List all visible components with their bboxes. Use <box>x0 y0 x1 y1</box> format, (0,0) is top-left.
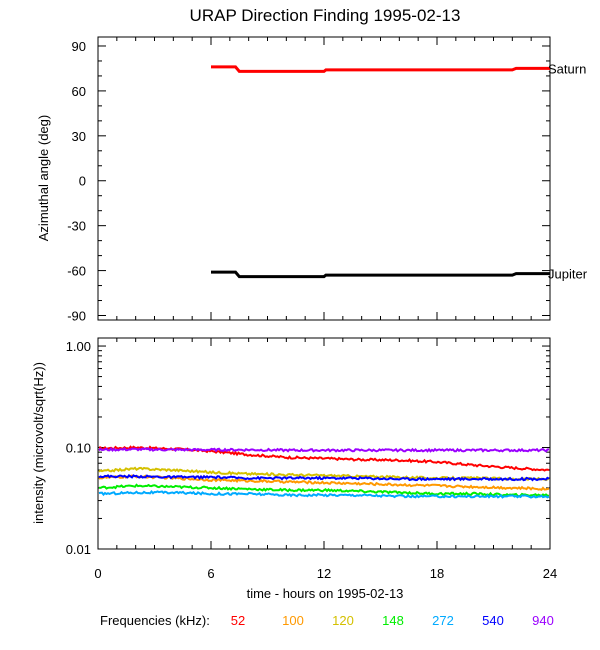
legend-title: Frequencies (kHz): <box>100 613 210 628</box>
legend-item-272: 272 <box>432 613 454 628</box>
azimuth-y-tick-label: 60 <box>72 84 86 99</box>
intensity-panel: 1.00 0.10 0.010 6 12 18 24 intensity (microvol… <box>31 337 557 601</box>
intensity-panel-frame <box>97 337 551 550</box>
intensity-y-tick-label: 0.01 <box>66 542 91 557</box>
azimuth-series-label-saturn: Saturn <box>548 61 586 76</box>
legend-item-100: 100 <box>282 613 304 628</box>
legend-item-940: 940 <box>532 613 554 628</box>
intensity-y-axis-label: intensity (microvolt/sqrt(Hz)) <box>31 362 46 524</box>
chart-title: URAP Direction Finding 1995-02-13 <box>190 6 461 25</box>
intensity-series-148 <box>98 483 550 498</box>
legend-item-148: 148 <box>382 613 404 628</box>
azimuth-y-tick-label: -30 <box>67 219 86 234</box>
legend-item-52: 52 <box>231 613 245 628</box>
legend-item-120: 120 <box>332 613 354 628</box>
intensity-series-940 <box>98 447 550 453</box>
azimuth-y-tick-label: -60 <box>67 264 86 279</box>
azimuth-series: Saturn Jupiter <box>211 61 588 282</box>
x-tick-label: 24 <box>543 566 557 581</box>
azimuth-y-tick-label: 90 <box>72 39 86 54</box>
intensity-y-tick-label: 1.00 <box>66 339 91 354</box>
intensity-series-540 <box>98 474 550 482</box>
x-axis-label: time - hours on 1995-02-13 <box>247 586 404 601</box>
azimuth-y-tick-label: 30 <box>72 129 86 144</box>
azimuth-y-tick-label: 0 <box>79 174 86 189</box>
azimuth-y-tick-label: -90 <box>67 309 86 324</box>
x-tick-label: 0 <box>94 566 101 581</box>
azimuth-series-saturn <box>211 65 550 73</box>
azimuth-panel: 90 60 30 0 -30 -60 -90 Saturn Jupiter Azimuthal… <box>36 36 588 324</box>
x-tick-label: 6 <box>207 566 214 581</box>
legend-item-540: 540 <box>482 613 504 628</box>
intensity-series <box>98 445 550 499</box>
x-tick-label: 18 <box>430 566 444 581</box>
intensity-y-tick-label: 0.10 <box>66 441 91 456</box>
azimuth-series-jupiter <box>211 270 550 279</box>
x-tick-label: 12 <box>317 566 331 581</box>
azimuth-y-axis-label: Azimuthal angle (deg) <box>36 115 51 241</box>
azimuth-axis-ticks: 90 60 30 0 -30 -60 -90 <box>67 37 551 324</box>
intensity-series-272 <box>98 489 550 499</box>
frequency-legend: Frequencies (kHz): 52 100 120 148 272 540 940 <box>100 613 554 628</box>
intensity-series-120 <box>98 466 550 482</box>
azimuth-series-label-jupiter: Jupiter <box>548 267 588 282</box>
intensity-axis-ticks: 1.00 0.10 0.010 6 12 18 24 <box>66 338 557 581</box>
